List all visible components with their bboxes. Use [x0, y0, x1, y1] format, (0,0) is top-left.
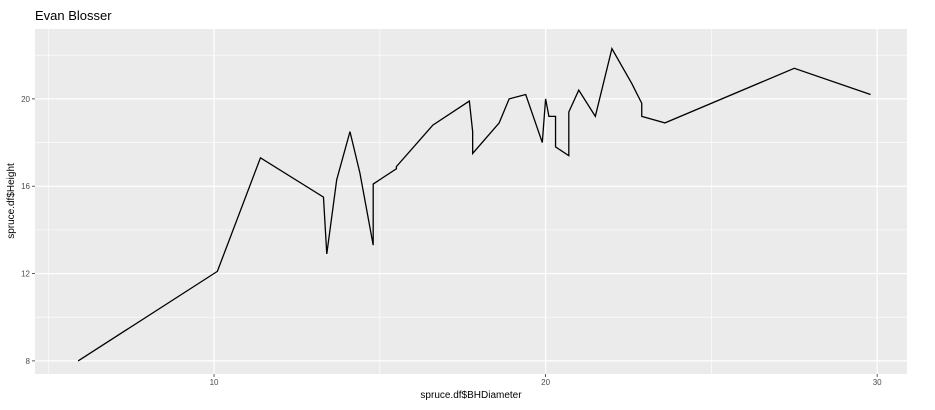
- y-axis: 8 12 16 20: [21, 95, 35, 366]
- data-line: [77, 46, 871, 362]
- x-axis-title: spruce.df$BHDiameter: [420, 390, 522, 401]
- y-tick-label: 12: [21, 270, 30, 279]
- x-tick-label: 20: [541, 378, 550, 387]
- grid-minor: [35, 29, 907, 374]
- plot-panel: [35, 29, 907, 374]
- y-tick-label: 20: [21, 95, 30, 104]
- y-tick-label: 16: [21, 182, 30, 191]
- chart-title: Evan Blosser: [35, 8, 112, 23]
- y-axis-title: spruce.df$Height: [6, 163, 17, 239]
- y-tick-label: 8: [26, 357, 31, 366]
- grid-major: [35, 29, 907, 374]
- x-tick-label: 30: [873, 378, 882, 387]
- x-tick-label: 10: [210, 378, 219, 387]
- x-axis: 10 20 30: [210, 374, 882, 387]
